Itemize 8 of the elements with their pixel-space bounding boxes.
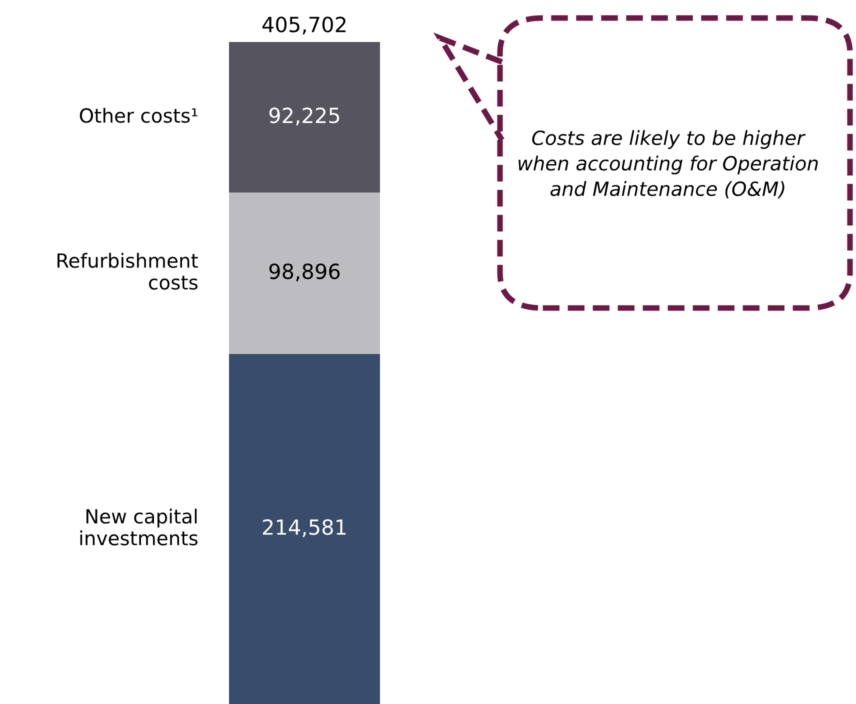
series-label: Refurbishment costs (58, 252, 198, 290)
data-label: 214,581 (262, 519, 346, 538)
text: Costs are likely to be higher when accounting for Operation and Maintenance (O&M) (518, 130, 818, 198)
data-label: 92,225 (269, 108, 340, 126)
series-label: New capital investments (80, 508, 198, 546)
data-label: 98,896 (269, 263, 340, 282)
series-label: Other costs¹ (80, 108, 198, 123)
total-label: 405,702 (262, 16, 346, 35)
